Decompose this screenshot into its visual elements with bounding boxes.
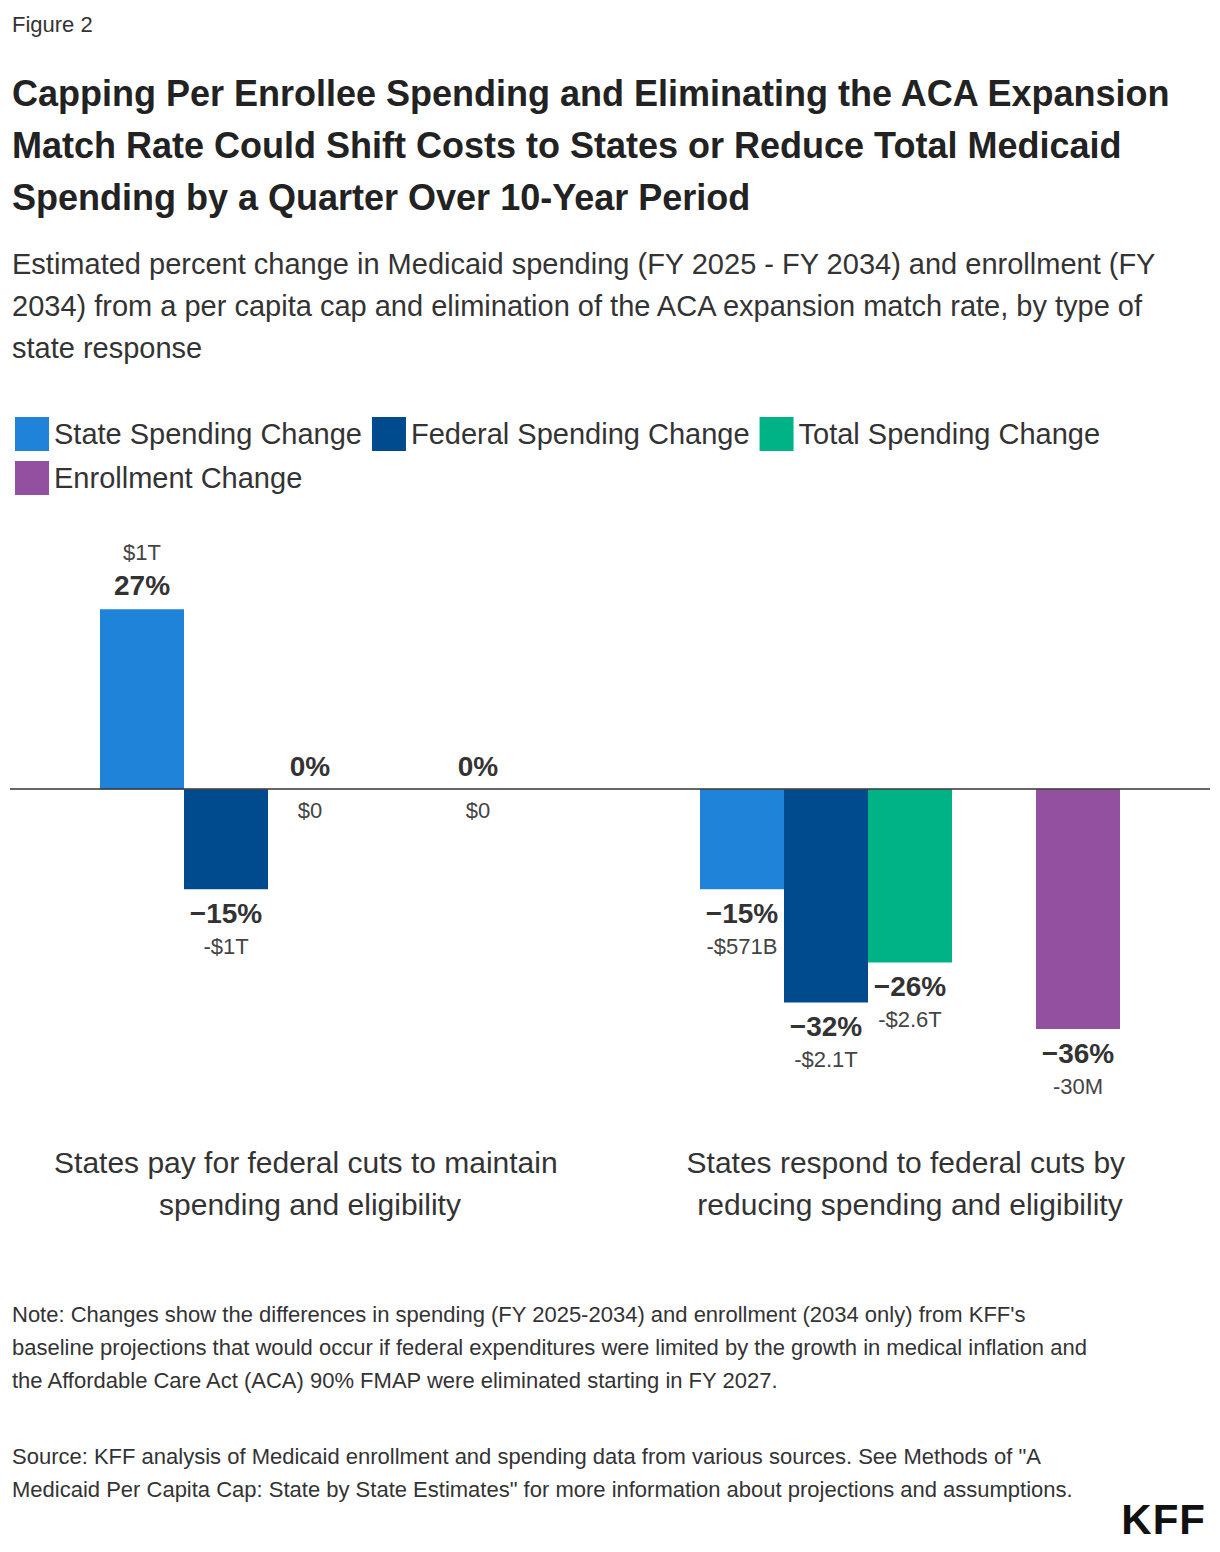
svg-text:$0: $0 bbox=[466, 798, 490, 823]
svg-text:States pay for federal cuts to: States pay for federal cuts to maintain bbox=[54, 1146, 566, 1179]
html-text:Note: Changes show the differe: Note: Changes show the differences in sp… bbox=[12, 1302, 1087, 1393]
svg-text:-30M: -30M bbox=[1053, 1074, 1103, 1099]
svg-text:-$1T: -$1T bbox=[203, 934, 248, 959]
html-text:Source: KFF analysis of Medica: Source: KFF analysis of Medicaid enrollm… bbox=[12, 1444, 1073, 1502]
svg-text:-$571B: -$571B bbox=[707, 934, 778, 959]
html-text:KFF: KFF bbox=[1121, 1496, 1206, 1543]
svg-text:27%: 27% bbox=[114, 570, 170, 601]
svg-text:0%: 0% bbox=[458, 751, 499, 782]
svg-text:0%: 0% bbox=[290, 751, 331, 782]
html-text:Estimated percent change in Me: Estimated percent change in Medicaid spe… bbox=[12, 248, 1155, 364]
svg-text:−36%: −36% bbox=[1042, 1038, 1114, 1069]
html-text:Figure 2: Figure 2 bbox=[12, 12, 93, 37]
html-text:Capping Per Enrollee Spending: Capping Per Enrollee Spending and Elimin… bbox=[12, 73, 1170, 218]
svg-text:-$2.6T: -$2.6T bbox=[878, 1007, 942, 1032]
svg-text:−15%: −15% bbox=[706, 898, 778, 929]
svg-text:Total Spending Change: Total Spending Change bbox=[799, 418, 1101, 450]
svg-text:States respond to federal cuts: States respond to federal cuts by bbox=[687, 1146, 1134, 1179]
svg-text:$1T: $1T bbox=[123, 540, 161, 565]
svg-text:−15%: −15% bbox=[190, 898, 262, 929]
svg-text:−26%: −26% bbox=[874, 971, 946, 1002]
svg-text:State Spending Change: State Spending Change bbox=[54, 418, 362, 450]
svg-text:Federal Spending Change: Federal Spending Change bbox=[411, 418, 750, 450]
svg-text:-$2.1T: -$2.1T bbox=[794, 1047, 858, 1072]
svg-text:$0: $0 bbox=[298, 798, 322, 823]
svg-text:Enrollment Change: Enrollment Change bbox=[54, 462, 302, 494]
svg-text:−32%: −32% bbox=[790, 1011, 862, 1042]
svg-text:spending and eligibility: spending and eligibility bbox=[159, 1188, 461, 1221]
svg-text:reducing spending and eligibil: reducing spending and eligibility bbox=[697, 1188, 1122, 1221]
